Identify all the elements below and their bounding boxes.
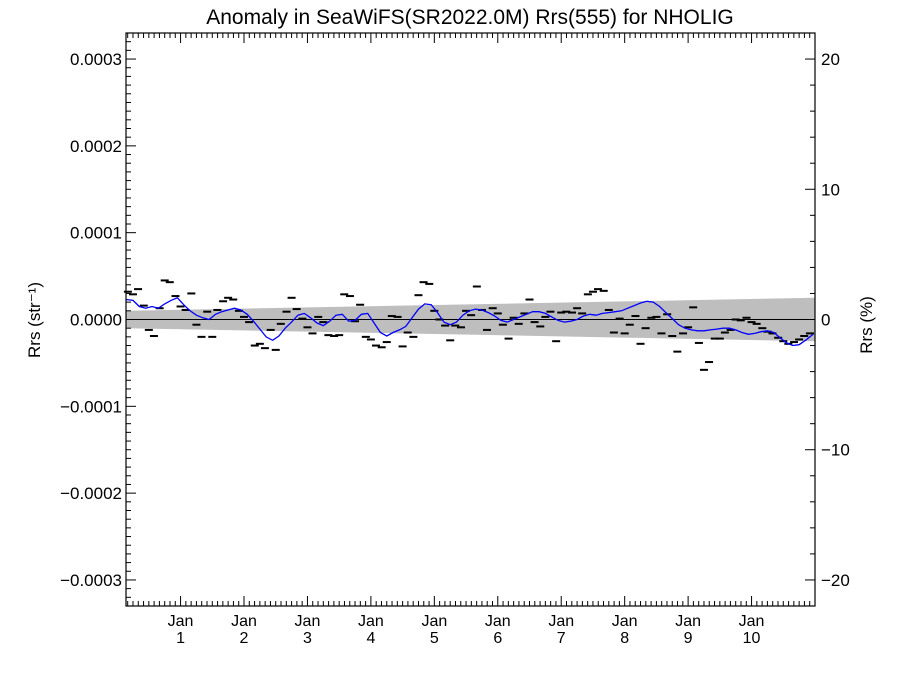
smoothed-series-line xyxy=(125,297,814,347)
y-left-tick-label: 0.0001 xyxy=(70,224,122,243)
x-tick-label-month: Jan xyxy=(548,613,574,630)
y-left-tick-label: −0.0002 xyxy=(60,484,122,503)
y-left-tick-label: 0.0002 xyxy=(70,137,122,156)
y-left-tick-label: −0.0001 xyxy=(60,397,122,416)
y-right-tick-label: −20 xyxy=(821,571,850,590)
y-axis-label-right: Rrs (%) xyxy=(857,296,876,354)
x-tick-label-year: 8 xyxy=(620,630,629,647)
x-tick-label-month: Jan xyxy=(295,613,321,630)
y-axis-label-left: Rrs (str⁻¹) xyxy=(25,282,44,358)
y-right-tick-label: 20 xyxy=(821,50,840,69)
x-tick-label-year: 2 xyxy=(240,630,249,647)
x-tick-label-month: Jan xyxy=(612,613,638,630)
y-left-tick-label: 0.0000 xyxy=(70,311,122,330)
x-tick-label-year: 7 xyxy=(557,630,566,647)
x-tick-label-month: Jan xyxy=(231,613,257,630)
x-tick-label-year: 9 xyxy=(684,630,693,647)
y-right-tick-label: 0 xyxy=(821,311,830,330)
x-tick-label-month: Jan xyxy=(168,613,194,630)
x-tick-label-month: Jan xyxy=(739,613,765,630)
x-tick-label-year: 1 xyxy=(176,630,185,647)
axes: 0.0003 0.0002 0.0001 0.0000 −0.0001 −0.0002 −0… xyxy=(60,32,850,647)
x-tick-label-month: Jan xyxy=(675,613,701,630)
x-tick-label-year: 10 xyxy=(743,630,761,647)
x-tick-label-year: 4 xyxy=(366,630,375,647)
x-tick-label-month: Jan xyxy=(485,613,511,630)
y-left-tick-label: −0.0003 xyxy=(60,571,122,590)
y-right-tick-label: −10 xyxy=(821,441,850,460)
x-tick-label-year: 6 xyxy=(493,630,502,647)
chart-title: Anomaly in SeaWiFS(SR2022.0M) Rrs(555) f… xyxy=(206,6,734,29)
x-tick-label-month: Jan xyxy=(421,613,447,630)
plot-area xyxy=(123,279,815,371)
y-right-tick-label: 10 xyxy=(821,180,840,199)
x-tick-label-year: 5 xyxy=(430,630,439,647)
x-tick-label-year: 3 xyxy=(303,630,312,647)
x-tick-label-month: Jan xyxy=(358,613,384,630)
y-left-tick-label: 0.0003 xyxy=(70,50,122,69)
